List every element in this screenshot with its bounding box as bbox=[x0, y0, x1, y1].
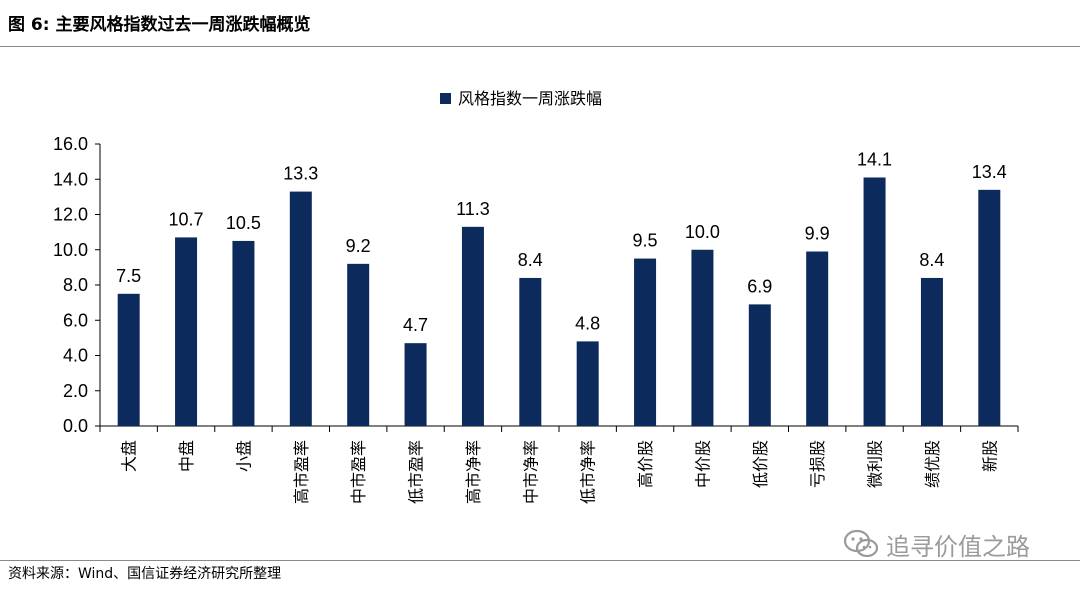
watermark: 追寻价值之路 bbox=[842, 524, 1030, 564]
watermark-text: 追寻价值之路 bbox=[886, 532, 1030, 561]
bar bbox=[404, 343, 427, 426]
x-tick-label: 中市盈率 bbox=[349, 440, 368, 504]
bar bbox=[461, 226, 484, 426]
figure-title: 图 6: 主要风格指数过去一周涨跌幅概览 bbox=[8, 6, 1072, 44]
x-tick-label: 中价股 bbox=[693, 440, 712, 488]
x-tick-label: 微利股 bbox=[866, 440, 885, 488]
data-label: 6.9 bbox=[747, 276, 772, 296]
legend-swatch bbox=[440, 93, 451, 104]
legend-label: 风格指数一周涨跌幅 bbox=[458, 89, 602, 108]
data-label: 7.5 bbox=[116, 266, 141, 286]
x-tick-label: 高价股 bbox=[636, 440, 655, 488]
figure-title-text: 主要风格指数过去一周涨跌幅概览 bbox=[55, 15, 311, 35]
bar bbox=[519, 277, 542, 426]
data-label: 4.8 bbox=[575, 313, 600, 333]
y-tick-label: 14.0 bbox=[53, 169, 88, 189]
x-tick-label: 亏损股 bbox=[808, 440, 827, 488]
y-tick-label: 4.0 bbox=[63, 346, 88, 366]
data-label: 4.7 bbox=[403, 315, 428, 335]
bar bbox=[175, 237, 198, 426]
wechat-icon bbox=[843, 529, 879, 558]
x-tick-label: 高市盈率 bbox=[292, 440, 311, 504]
y-tick-label: 0.0 bbox=[63, 416, 88, 436]
data-label: 14.1 bbox=[857, 149, 892, 169]
bar bbox=[117, 293, 140, 426]
bar-chart: 风格指数一周涨跌幅 0.0 2.0 4.0 6.0 8.0 10.0 12.0 14.0 16.0… bbox=[53, 89, 1019, 504]
x-tick-label: 中盘 bbox=[177, 440, 196, 472]
x-tick-label: 绩优股 bbox=[923, 440, 942, 488]
figure-label: 图 6: bbox=[8, 15, 50, 35]
data-label: 8.4 bbox=[518, 250, 543, 270]
data-label: 11.3 bbox=[456, 199, 490, 219]
bar bbox=[806, 251, 829, 426]
x-tick-label: 新股 bbox=[980, 440, 999, 472]
bar bbox=[863, 177, 886, 426]
data-label: 9.5 bbox=[633, 231, 658, 251]
data-label: 9.2 bbox=[346, 236, 371, 256]
x-tick-label: 高市净率 bbox=[464, 440, 483, 504]
x-tick-label: 中市净率 bbox=[521, 440, 540, 504]
x-tick-label: 小盘 bbox=[234, 440, 253, 472]
bar bbox=[691, 249, 714, 426]
y-tick-label: 10.0 bbox=[53, 240, 88, 260]
bar bbox=[347, 263, 370, 426]
data-label: 10.5 bbox=[226, 213, 261, 233]
x-tick-label: 低市净率 bbox=[579, 440, 598, 504]
y-tick-label: 2.0 bbox=[63, 381, 88, 401]
x-tick-label: 低价股 bbox=[751, 440, 770, 488]
source-note: 资料来源：Wind、国信证券经济研究所整理 bbox=[8, 566, 282, 582]
bottom-divider bbox=[0, 560, 1080, 561]
data-label: 10.7 bbox=[169, 209, 204, 229]
x-tick-label: 大盘 bbox=[120, 440, 139, 472]
y-tick-label: 6.0 bbox=[63, 310, 88, 330]
bar bbox=[920, 277, 943, 426]
y-tick-label: 12.0 bbox=[53, 205, 88, 225]
bar bbox=[232, 240, 255, 426]
top-divider bbox=[0, 46, 1080, 47]
bar bbox=[978, 189, 1001, 426]
data-label: 10.0 bbox=[685, 222, 720, 242]
bar bbox=[289, 191, 312, 426]
y-tick-label: 16.0 bbox=[53, 134, 88, 154]
bar bbox=[634, 258, 657, 426]
y-tick-label: 8.0 bbox=[63, 275, 88, 295]
data-label: 13.4 bbox=[972, 162, 1007, 182]
bar bbox=[576, 341, 599, 426]
data-label: 9.9 bbox=[805, 224, 830, 244]
data-label: 8.4 bbox=[919, 250, 944, 270]
x-tick-label: 低市盈率 bbox=[407, 440, 426, 504]
bar bbox=[748, 304, 771, 426]
data-label: 13.3 bbox=[283, 164, 318, 184]
